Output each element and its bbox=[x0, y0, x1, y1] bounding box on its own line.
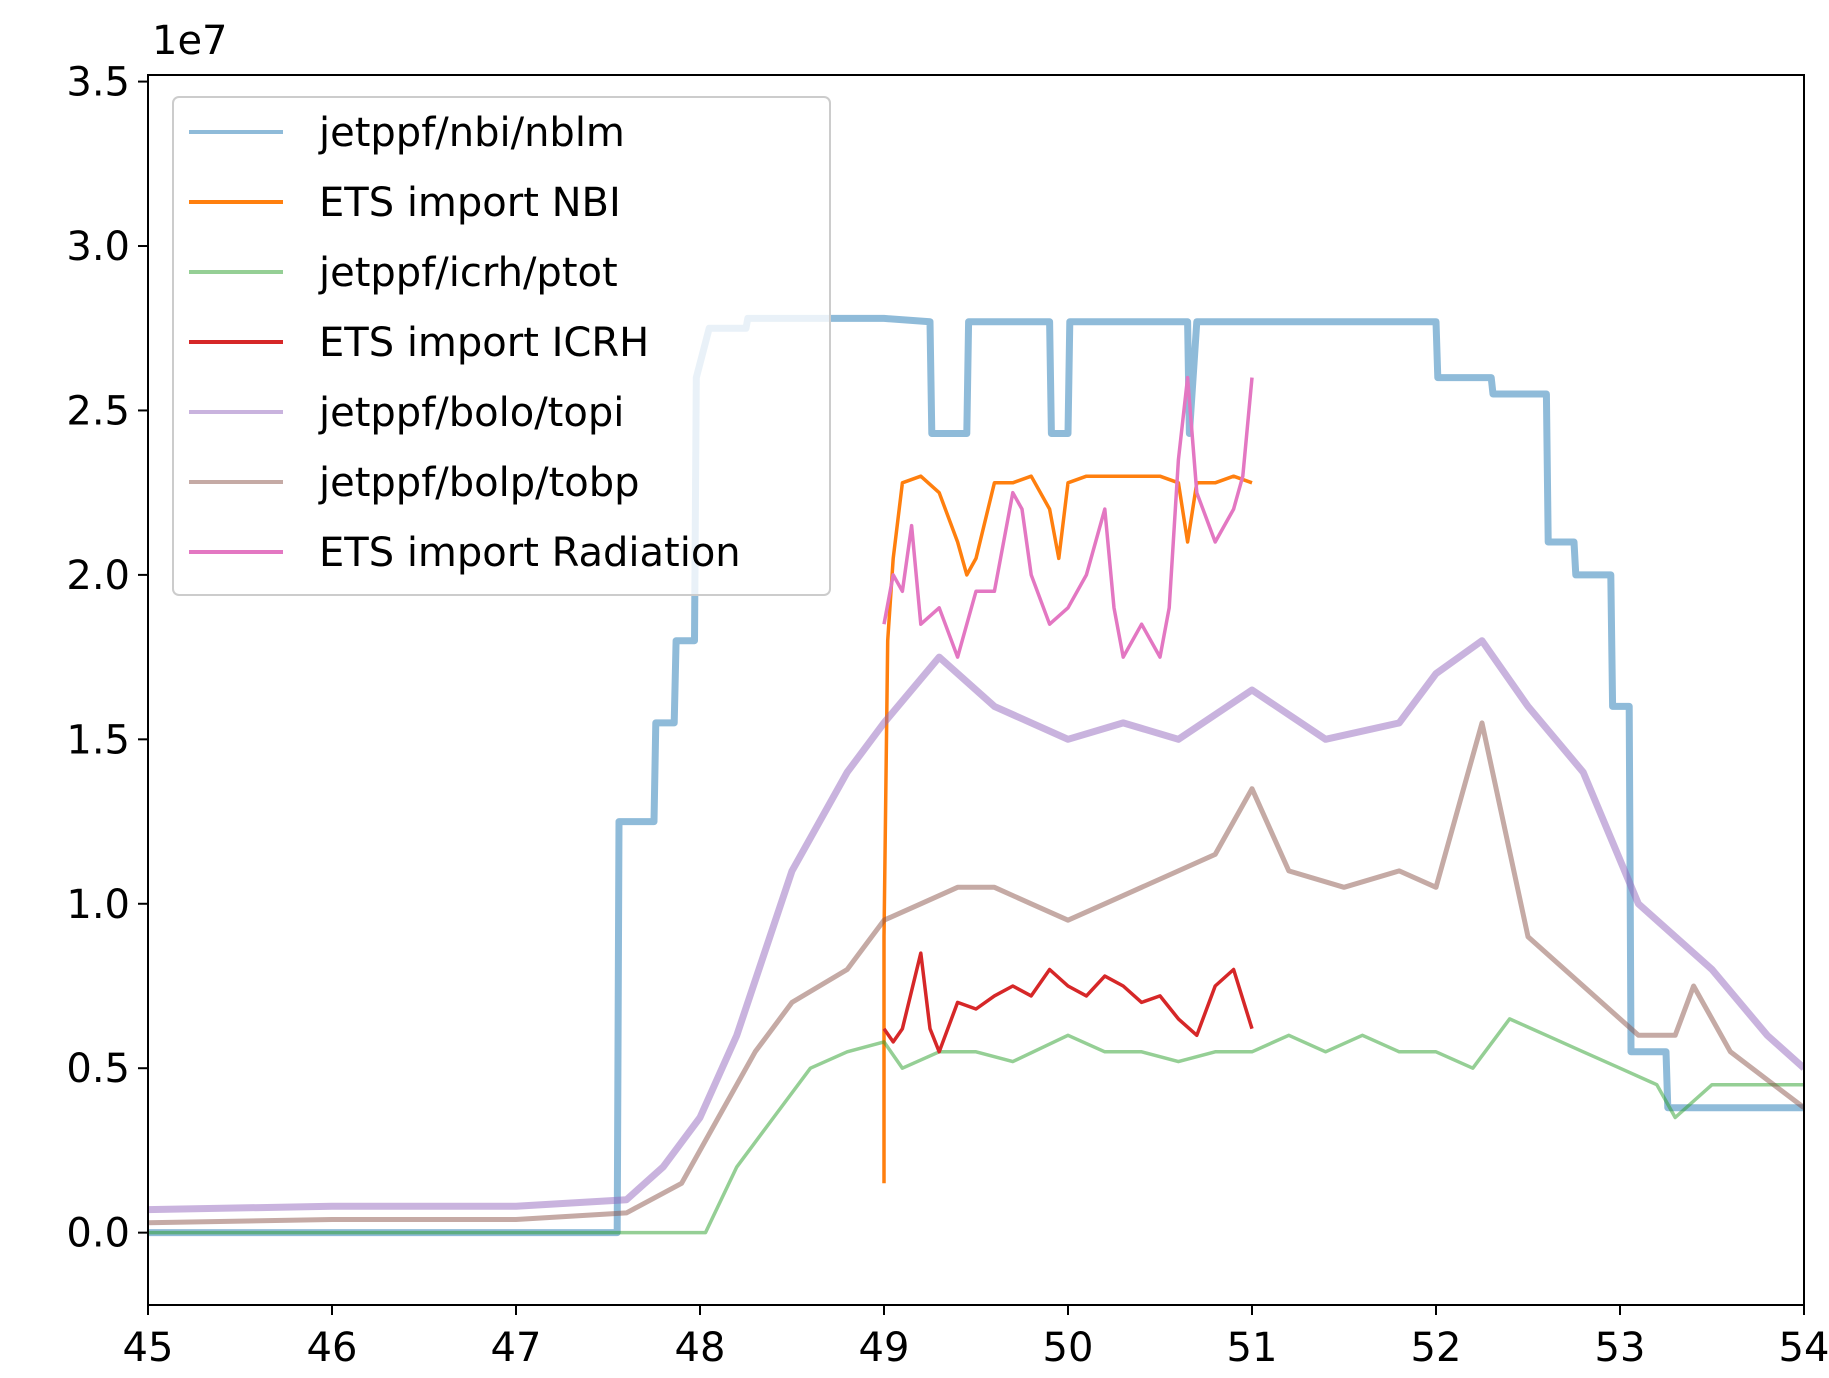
series-line-6 bbox=[148, 720, 1804, 1226]
legend-label: jetppf/icrh/ptot bbox=[318, 250, 618, 296]
x-tick-label: 46 bbox=[307, 1325, 358, 1371]
legend-label: jetppf/nbi/nblm bbox=[318, 110, 625, 156]
legend-label: ETS import ICRH bbox=[319, 320, 649, 366]
series-line-1 bbox=[148, 314, 1804, 1237]
x-tick-label: 53 bbox=[1595, 1325, 1646, 1371]
legend-label: jetppf/bolp/tobp bbox=[318, 460, 640, 506]
legend-label: jetppf/bolo/topi bbox=[318, 390, 624, 436]
y-tick-label: 1.5 bbox=[66, 717, 130, 763]
series-line-3 bbox=[148, 1017, 1804, 1235]
y-tick-label: 0.0 bbox=[66, 1211, 130, 1257]
series-line-7 bbox=[882, 375, 1254, 659]
y-tick-label: 2.5 bbox=[66, 388, 130, 434]
x-tick-label: 47 bbox=[491, 1325, 542, 1371]
x-tick-label: 45 bbox=[123, 1325, 174, 1371]
plot-frame bbox=[147, 74, 1805, 1306]
legend-label: ETS import Radiation bbox=[319, 530, 741, 576]
x-tick-label: 48 bbox=[675, 1325, 726, 1371]
x-axis: 45 46 47 48 49 50 51 52 53 54 bbox=[123, 1305, 1829, 1371]
series-line-4 bbox=[882, 951, 1254, 1054]
series-layer bbox=[148, 314, 1804, 1237]
series-line-5 bbox=[148, 637, 1804, 1214]
series-line-2 bbox=[882, 474, 1253, 1184]
y-tick-label: 0.5 bbox=[66, 1046, 130, 1092]
x-tick-label: 49 bbox=[859, 1325, 910, 1371]
legend: jetppf/nbi/nblm ETS import NBI jetppf/icrh… bbox=[172, 96, 831, 596]
y-tick-label: 1.0 bbox=[66, 882, 130, 928]
y-offset-text: 1e7 bbox=[152, 18, 228, 64]
x-tick-label: 50 bbox=[1043, 1325, 1094, 1371]
x-tick-label: 51 bbox=[1227, 1325, 1278, 1371]
y-axis: 0.0 0.5 1.0 1.5 2.0 2.5 3.0 3.5 bbox=[66, 60, 148, 1257]
y-tick-label: 2.0 bbox=[66, 553, 130, 599]
x-tick-label: 54 bbox=[1779, 1325, 1829, 1371]
y-tick-label: 3.5 bbox=[66, 60, 130, 106]
legend-label: ETS import NBI bbox=[319, 180, 621, 226]
x-tick-label: 52 bbox=[1411, 1325, 1462, 1371]
legend-box bbox=[172, 96, 831, 596]
y-tick-label: 3.0 bbox=[66, 224, 130, 270]
